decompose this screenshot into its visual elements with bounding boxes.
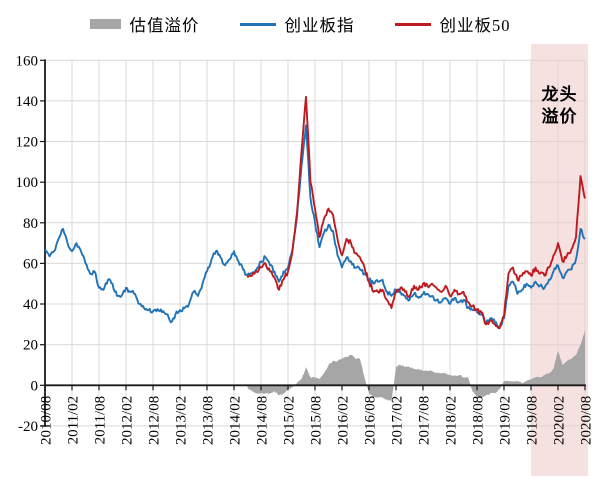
x-tick-label: 2012/02 <box>120 396 136 445</box>
axis-ticks <box>40 59 586 427</box>
gridlines <box>44 59 586 427</box>
highlight-region <box>531 44 588 476</box>
y-tick-label: 20 <box>23 338 38 354</box>
legend-label-valuation-premium: 估值溢价 <box>129 16 200 35</box>
x-tick-label: 2016/08 <box>363 396 379 445</box>
legend-label-chinext-50: 创业板50 <box>439 16 511 35</box>
legend-swatch-blue-line-icon <box>239 22 276 26</box>
y-axis-labels: 160 140 120 100 80 60 40 20 0 -20 <box>16 53 39 435</box>
y-tick-label: 40 <box>23 297 38 313</box>
chart-legend: 估值溢价 创业板指 创业板50 <box>0 12 600 36</box>
y-tick-label: 160 <box>16 53 39 69</box>
x-tick-label: 2016/02 <box>336 396 352 445</box>
y-tick-label: 80 <box>23 216 38 232</box>
x-tick-label: 2017/08 <box>417 396 433 445</box>
x-tick-label: 2015/08 <box>309 396 325 445</box>
x-tick-label: 2013/08 <box>201 396 217 445</box>
chinext-index-line <box>44 124 586 329</box>
x-tick-label: 2011/08 <box>93 396 109 445</box>
valuation-premium-area <box>247 330 585 402</box>
y-tick-label: 60 <box>23 256 38 272</box>
y-tick-label: -20 <box>18 419 38 435</box>
y-tick-label: 140 <box>16 94 39 110</box>
legend-label-chinext-index: 创业板指 <box>284 16 355 35</box>
y-tick-label: 0 <box>31 378 39 394</box>
x-tick-label: 2017/02 <box>390 396 406 445</box>
x-tick-label: 2019/02 <box>498 396 514 445</box>
x-tick-label: 2020/08 <box>579 396 595 445</box>
x-tick-label: 2015/02 <box>282 396 298 445</box>
x-tick-label: 2018/08 <box>471 396 487 445</box>
y-tick-label: 120 <box>16 135 39 151</box>
x-tick-label: 2019/08 <box>525 396 541 445</box>
x-tick-label: 2018/02 <box>444 396 460 445</box>
x-tick-label: 2012/08 <box>147 396 163 445</box>
chinext-50-line <box>246 95 586 330</box>
legend-item-valuation-premium: 估值溢价 <box>89 12 200 36</box>
legend-item-chinext-50: 创业板50 <box>394 12 511 36</box>
x-tick-label: 2014/02 <box>228 396 244 445</box>
legend-swatch-red-line-icon <box>394 22 431 26</box>
x-tick-label: 2013/02 <box>174 396 190 445</box>
y-tick-label: 100 <box>16 175 39 191</box>
x-tick-label: 2014/08 <box>255 396 271 445</box>
x-tick-label: 2020/02 <box>552 396 568 445</box>
annotation-leader-premium: 龙头 溢价 <box>541 85 578 126</box>
x-axis-labels: 2010/08 2011/02 2011/08 2012/02 2012/08 2013/… <box>39 396 595 445</box>
legend-item-chinext-index: 创业板指 <box>239 12 355 36</box>
legend-swatch-bar-icon <box>89 19 121 29</box>
x-tick-label: 2011/02 <box>66 396 82 445</box>
x-tick-label: 2010/08 <box>39 396 55 445</box>
